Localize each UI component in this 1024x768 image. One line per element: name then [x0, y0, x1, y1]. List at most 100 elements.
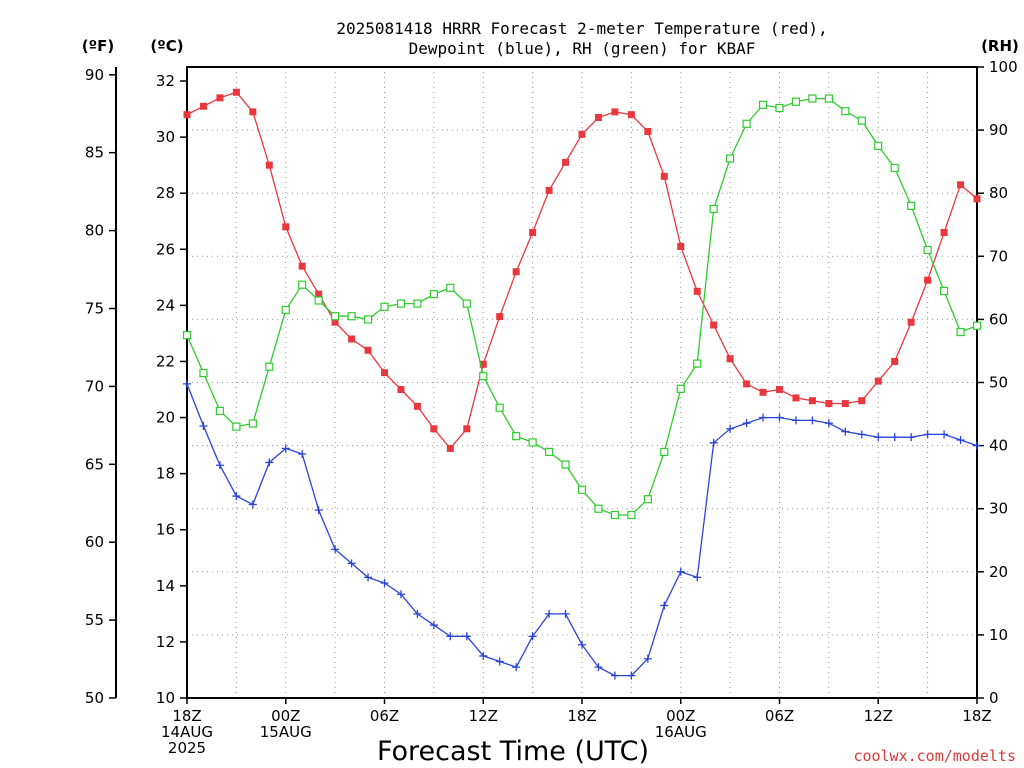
2-meter-temperature-markers [183, 88, 981, 452]
dewpoint-point [841, 427, 850, 436]
2-meter-temperature-point [841, 400, 849, 408]
rh-tick-label: 90 [989, 121, 1008, 139]
time-tick-label: 12Z [469, 707, 498, 725]
dewpoint-point [281, 444, 290, 453]
fahrenheit-tick-label: 85 [85, 144, 104, 162]
2-meter-temperature-point [232, 88, 240, 96]
dewpoint-point [742, 419, 751, 428]
rh-point [479, 372, 488, 381]
fahrenheit-tick-label: 50 [85, 689, 104, 707]
rh-point [577, 485, 587, 494]
dewpoint-point [660, 601, 669, 610]
rh-point [347, 312, 356, 321]
dewpoint-point [923, 430, 932, 439]
rh-tick-label: 30 [989, 500, 1008, 518]
celsius-tick-label: 22 [156, 352, 175, 370]
rh-tick-label: 60 [989, 310, 1008, 328]
dewpoint-point [956, 435, 965, 444]
dewpoint-point [824, 419, 833, 428]
dewpoint-point [298, 450, 307, 459]
dewpoint-point [396, 590, 405, 599]
watermark-text: coolwx.com/modelts [853, 747, 1016, 765]
dewpoint-point [610, 671, 619, 680]
celsius-tick-label: 30 [156, 128, 175, 146]
time-tick-label: 15AUG [260, 723, 312, 741]
2-meter-temperature-point [282, 223, 290, 231]
rh-tick-label: 80 [989, 184, 1008, 202]
rh-markers [182, 94, 982, 520]
2-meter-temperature-point [891, 357, 899, 365]
fahrenheit-unit-label: (ºF) [82, 37, 114, 55]
dewpoint-point [973, 441, 981, 450]
2-meter-temperature-point [479, 360, 487, 368]
dewpoint-point [413, 609, 422, 618]
celsius-tick-label: 14 [156, 577, 175, 595]
fahrenheit-tick-label: 55 [85, 611, 104, 629]
rh-tick-label: 50 [989, 374, 1008, 392]
dewpoint-point [347, 559, 356, 568]
rh-point [758, 100, 768, 109]
time-tick-label: 12Z [864, 707, 893, 725]
dewpoint-point [759, 413, 768, 422]
rh-tick-label: 40 [989, 437, 1008, 455]
rh-point [907, 201, 916, 210]
2-meter-temperature-point [710, 321, 718, 329]
dewpoint-point [512, 663, 521, 672]
2-meter-temperature-point [594, 113, 602, 121]
time-tick-label: 18Z [172, 707, 201, 725]
rh-point [939, 286, 949, 296]
2-meter-temperature-point [545, 186, 553, 194]
rh-point [676, 384, 685, 393]
rh-point [528, 438, 537, 447]
rh-point [857, 116, 866, 125]
chart-title-line-2: Dewpoint (blue), RH (green) for KBAF [409, 39, 756, 58]
rh-point [726, 154, 735, 163]
2-meter-temperature-point [298, 262, 306, 270]
celsius-tick-label: 12 [156, 633, 175, 651]
celsius-unit-label: (ºC) [150, 37, 183, 55]
rh-point [363, 315, 373, 324]
time-tick-label: 2025 [168, 739, 206, 757]
rh-unit-label: (RH) [981, 37, 1019, 55]
dewpoint-point [907, 433, 916, 442]
2-meter-temperature-point [825, 400, 833, 408]
celsius-tick-label: 10 [156, 689, 175, 707]
rh-point [495, 403, 504, 412]
time-tick-label: 06Z [765, 707, 794, 725]
2-meter-temperature-point [627, 111, 635, 119]
2-meter-temperature-point [660, 172, 668, 180]
2-meter-temperature-point [183, 111, 191, 119]
2-meter-temperature-point [331, 318, 339, 326]
rh-point [594, 504, 603, 513]
dewpoint-point [265, 458, 274, 467]
dewpoint-point [676, 567, 685, 576]
dewpoint-point [775, 413, 784, 422]
dewpoint-point [248, 500, 257, 509]
series-layer [182, 88, 982, 680]
2-meter-temperature-point [364, 346, 372, 354]
2-meter-temperature-point [249, 108, 257, 116]
rh-point [890, 163, 899, 173]
2-meter-temperature-point [562, 158, 570, 166]
dewpoint-point [528, 632, 537, 641]
2-meter-temperature-point [874, 377, 882, 385]
dewpoint-point [791, 416, 800, 425]
dewpoint-point [183, 379, 191, 388]
time-tick-label: 00Z [271, 707, 300, 725]
2-meter-temperature-point [265, 161, 273, 169]
rh-point [561, 460, 570, 469]
rh-point [446, 283, 455, 292]
rh-point [462, 299, 471, 308]
2-meter-temperature-point [430, 425, 438, 433]
rh-point [380, 302, 389, 311]
dewpoint-point [364, 573, 373, 582]
rh-point [709, 204, 718, 214]
rh-point [660, 447, 669, 457]
celsius-tick-label: 32 [156, 72, 175, 90]
time-tick-label: 14AUG [161, 723, 213, 741]
dewpoint-point [462, 632, 471, 641]
dewpoint-point [808, 416, 817, 425]
2-meter-temperature-point [808, 397, 816, 405]
2-meter-temperature-point [446, 444, 454, 452]
